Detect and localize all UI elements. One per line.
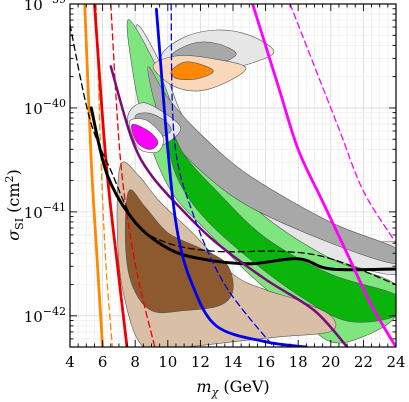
red-dashed-curve (110, 4, 156, 347)
magenta-blob-region (131, 123, 159, 150)
black-solid-curve (89, 106, 396, 272)
brown-inner-region (124, 189, 234, 314)
y-tick-label: 10−40 (24, 97, 66, 118)
x-tick-label: 12 (191, 353, 210, 371)
x-tick-label: 18 (289, 353, 308, 371)
y-axis-label-unit-close: ) (4, 169, 23, 175)
x-tick-label: 14 (223, 353, 242, 371)
y-tick-label: 10−41 (24, 201, 66, 222)
x-tick-label: 24 (386, 353, 405, 371)
exclusion-curves (70, 4, 396, 347)
y-axis-label-symbol: σ (4, 229, 23, 241)
x-tick-label: 10 (158, 353, 177, 371)
orange-blob-region (170, 61, 214, 80)
magenta-solid-curve (251, 4, 396, 347)
x-axis-label-unit: (GeV) (218, 377, 269, 396)
x-axis-label-subscript: χ (211, 386, 220, 399)
y-axis-label: σSI (cm2) (3, 169, 26, 241)
y-tick-label: 10−42 (24, 305, 66, 326)
red-solid-curve (93, 4, 129, 347)
y-axis-label-unit-sup: 2 (3, 175, 16, 182)
y-axis-label-unit-open: (cm (4, 182, 23, 217)
x-axis-label: mχ (GeV) (196, 377, 269, 399)
magenta-dashed-curve (289, 4, 396, 244)
x-axis-label-symbol: m (196, 377, 211, 396)
x-tick-label: 6 (98, 353, 108, 371)
x-tick-label: 8 (130, 353, 140, 371)
y-axis-label-subscript: SI (13, 218, 26, 230)
blue-dashed-curve (170, 4, 275, 347)
x-tick-label: 20 (321, 353, 340, 371)
black-dashed-curve (70, 24, 396, 286)
orange-solid-curve (83, 4, 104, 347)
x-tick-label: 16 (256, 353, 275, 371)
contour-regions (116, 19, 396, 347)
axis-ticks: 4 6 8 10 12 14 16 18 20 22 24 10−42 10−41 10−40 10−39 (24, 0, 406, 371)
x-tick-label: 22 (354, 353, 373, 371)
x-tick-label: 4 (65, 353, 75, 371)
y-tick-label: 10−39 (24, 0, 66, 14)
